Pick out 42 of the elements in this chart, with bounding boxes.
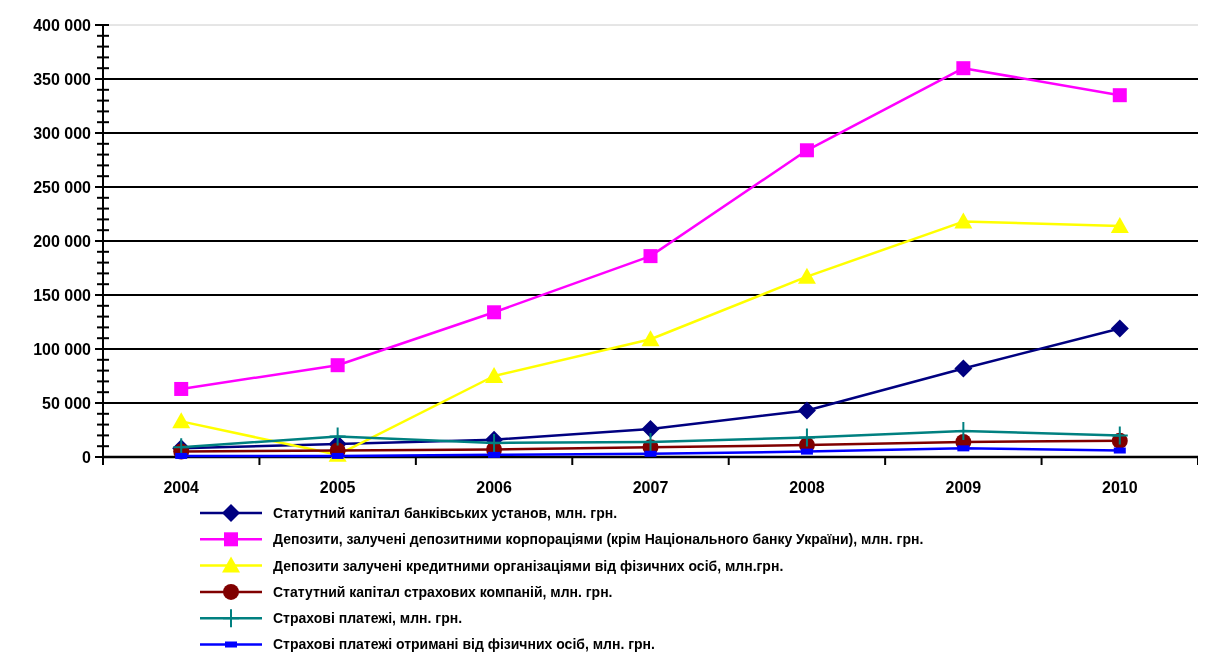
point xyxy=(797,427,816,448)
x-tick-label: 2008 xyxy=(789,479,825,496)
x-tick-label: 2009 xyxy=(945,479,982,496)
point xyxy=(330,358,345,373)
point xyxy=(1112,88,1127,103)
point xyxy=(954,359,973,378)
legend-label: Статутний капітал банківських установ, млн. грн. xyxy=(273,504,618,521)
y-tick-label: 300 000 xyxy=(33,124,92,142)
point xyxy=(643,249,658,264)
y-tick-label: 0 xyxy=(82,448,92,466)
legend-label: Страхові платежі, млн. грн. xyxy=(273,610,463,627)
legend-label: Депозити залучені кредитними організаціями від фізичних осіб, млн.грн. xyxy=(273,557,784,574)
point xyxy=(641,330,660,347)
legend-label: Статутний капітал страхових компаній, млн. грн. xyxy=(273,583,613,600)
legend-label: Страхові платежі отримані від фізичних осіб, млн. грн. xyxy=(273,636,655,653)
point xyxy=(1110,319,1129,338)
legend-label: Депозити, залучені депозитними корпораціями (крім Національного банку України), млн. грн. xyxy=(273,531,924,548)
x-tick-label: 2004 xyxy=(163,479,200,496)
x-tick-label: 2010 xyxy=(1101,479,1138,496)
y-tick-label: 50 000 xyxy=(42,394,92,412)
y-tick-label: 250 000 xyxy=(33,178,92,196)
point xyxy=(487,305,502,320)
y-tick-label: 100 000 xyxy=(33,340,92,358)
point xyxy=(954,212,973,229)
point xyxy=(1110,425,1129,446)
y-tick-label: 400 000 xyxy=(33,16,92,34)
x-tick-label: 2005 xyxy=(319,479,356,496)
point xyxy=(172,412,191,429)
point xyxy=(799,143,814,158)
x-tick-label: 2006 xyxy=(476,479,512,496)
y-tick-label: 350 000 xyxy=(33,70,92,88)
x-tick-label: 2007 xyxy=(632,479,669,496)
point xyxy=(641,419,660,438)
point xyxy=(485,367,504,383)
point xyxy=(174,381,189,396)
point xyxy=(797,401,816,420)
point xyxy=(1110,216,1129,233)
point xyxy=(328,426,347,447)
point xyxy=(797,267,816,284)
y-tick-label: 200 000 xyxy=(33,232,92,250)
point xyxy=(956,61,971,76)
y-tick-label: 150 000 xyxy=(33,286,92,304)
